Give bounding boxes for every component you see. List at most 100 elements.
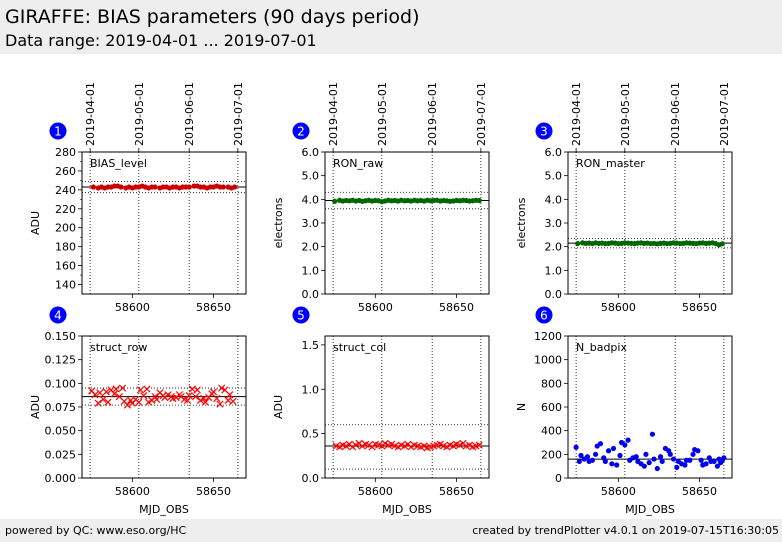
y-tick-label: 1.0: [302, 264, 320, 277]
panel-number-badge: [292, 122, 310, 140]
data-point: [196, 396, 205, 404]
data-point: [94, 399, 102, 407]
plot-frame: [81, 335, 247, 479]
panel-number-badge: [292, 306, 310, 324]
y-tick-label: 280: [55, 146, 76, 159]
data-point: [690, 451, 696, 457]
data-point: [229, 397, 237, 405]
data-point: [193, 386, 201, 394]
data-point: [646, 460, 652, 466]
data-point: [90, 184, 96, 190]
page-subtitle: Data range: 2019-04-01 ... 2019-07-01: [5, 31, 317, 50]
y-tick-label: 3.0: [545, 217, 563, 230]
panel-label: BIAS_level: [90, 157, 147, 170]
chart-panel-2: 2019-04-01 2019-05-01 2019-06-01 2019-07-01…: [272, 82, 490, 314]
x-axis-label: MJD_OBS: [382, 503, 432, 516]
date-tick-label: 2019-04-01: [570, 82, 583, 146]
data-point: [605, 448, 612, 454]
data-point: [201, 398, 210, 406]
data-point: [718, 460, 724, 466]
data-point: [110, 390, 119, 398]
y-tick-label: 180: [55, 241, 76, 254]
data-point: [192, 392, 200, 401]
panel-label: struct_row: [90, 341, 147, 354]
data-point: [654, 465, 660, 472]
panel-number: 3: [540, 125, 548, 139]
y-tick-label: 0.050: [45, 425, 77, 438]
x-tick-label: 58650: [439, 301, 474, 314]
x-axis-label: MJD_OBS: [625, 503, 675, 516]
data-point: [633, 454, 639, 460]
data-point: [104, 398, 112, 406]
data-point: [703, 461, 709, 467]
chart-panel-6: 0 200 400 600 800 1000 1200 58600 58650 MJD_OBS N N…: [515, 306, 733, 516]
y-axis-label: electrons: [515, 197, 528, 248]
panel-number: 6: [540, 309, 548, 323]
y-tick-label: 600: [541, 401, 562, 414]
date-tick-label: 2019-05-01: [376, 82, 389, 146]
data-point: [144, 398, 153, 406]
y-tick-label: 4.0: [302, 193, 320, 206]
date-tick-label: 2019-04-01: [84, 82, 97, 146]
panel-number: 4: [54, 309, 62, 323]
data-point: [578, 452, 584, 459]
y-tick-label: 3.0: [302, 217, 320, 230]
panel-number-badge: [535, 306, 553, 324]
data-point: [213, 394, 221, 403]
y-tick-label: 200: [55, 222, 76, 235]
x-tick-label: 58650: [682, 485, 717, 498]
y-tick-label: 1000: [534, 354, 562, 367]
x-tick-label: 58650: [682, 301, 717, 314]
plot-frame: [81, 151, 247, 295]
y-tick-label: 0.0: [302, 288, 320, 301]
date-tick-label: 2019-05-01: [619, 82, 632, 146]
x-tick-label: 58600: [115, 301, 150, 314]
data-point: [185, 392, 193, 400]
data-point: [102, 388, 110, 396]
y-tick-label: 240: [55, 184, 76, 197]
data-point: [609, 461, 615, 467]
y-tick-label: 0.025: [45, 448, 77, 461]
data-point: [476, 197, 482, 204]
y-tick-label: 5.0: [545, 170, 563, 183]
date-tick-label: 2019-06-01: [183, 82, 196, 146]
charts-canvas: 2019-04-01 2019-05-01 2019-06-01 2019-07-01…: [29, 82, 733, 516]
plot-frame: [324, 151, 490, 295]
data-point: [589, 457, 595, 463]
y-tick-label: 160: [55, 260, 76, 273]
data-point: [96, 389, 104, 397]
data-point: [649, 431, 656, 437]
data-point: [576, 458, 582, 465]
data-point: [186, 184, 192, 190]
y-tick-label: 140: [55, 279, 76, 292]
date-tick-label: 2019-06-01: [669, 82, 682, 146]
data-point: [575, 240, 581, 247]
chart-panel-4: 0.000 0.025 0.050 0.075 0.100 0.125 0.150 58600…: [29, 306, 247, 516]
y-tick-label: 0.075: [45, 401, 77, 414]
x-tick-label: 58600: [358, 485, 393, 498]
data-point: [573, 444, 579, 450]
data-point: [153, 395, 161, 404]
data-point: [143, 385, 151, 393]
plot-frame: [324, 335, 490, 479]
chart-panel-1: 2019-04-01 2019-05-01 2019-06-01 2019-07-01…: [29, 82, 247, 314]
y-tick-label: 0.0: [545, 288, 563, 301]
panel-number: 1: [54, 125, 62, 139]
y-axis-label: ADU: [272, 395, 285, 419]
data-point: [140, 392, 148, 400]
panel-number-badge: [49, 306, 67, 324]
footer-credit: powered by QC: www.eso.org/HC: [5, 524, 187, 537]
y-tick-label: 800: [541, 377, 562, 390]
x-tick-label: 58600: [601, 485, 636, 498]
x-tick-label: 58600: [601, 301, 636, 314]
data-point: [622, 442, 628, 448]
data-point: [698, 457, 704, 463]
y-tick-label: 0.150: [45, 330, 77, 343]
y-tick-label: 0.0: [302, 472, 320, 485]
date-tick-label: 2019-07-01: [232, 82, 245, 146]
data-point: [674, 464, 680, 470]
data-point: [332, 198, 338, 204]
date-tick-label: 2019-06-01: [426, 82, 439, 146]
data-point: [597, 441, 604, 447]
data-point: [118, 384, 127, 392]
